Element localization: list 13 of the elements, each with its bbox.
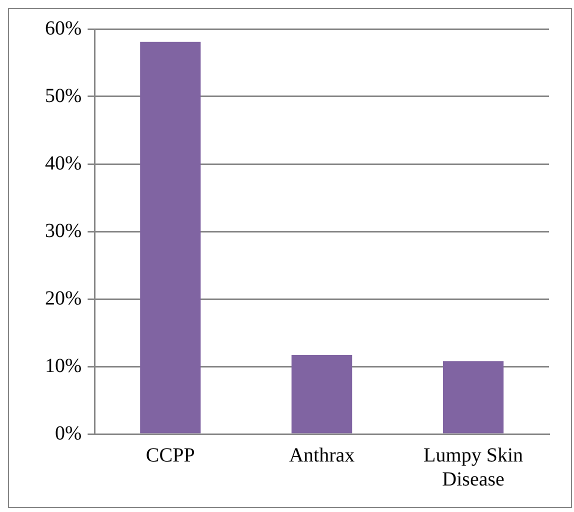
y-tick-label: 10%: [44, 354, 82, 377]
y-tick-label: 60%: [44, 17, 82, 40]
y-tick-label: 50%: [44, 84, 82, 107]
bar: [442, 361, 504, 434]
x-tick-label: Lumpy Skin Disease: [424, 444, 524, 490]
x-tick-label: CCPP: [146, 444, 195, 466]
y-tick-label: 20%: [44, 287, 82, 310]
bar: [292, 355, 352, 434]
bar: [140, 42, 201, 434]
y-tick-label: 0%: [54, 422, 82, 444]
x-tick-label: Anthrax: [289, 444, 355, 466]
y-tick-label: 30%: [44, 220, 82, 242]
y-tick-label: 40%: [44, 152, 82, 174]
